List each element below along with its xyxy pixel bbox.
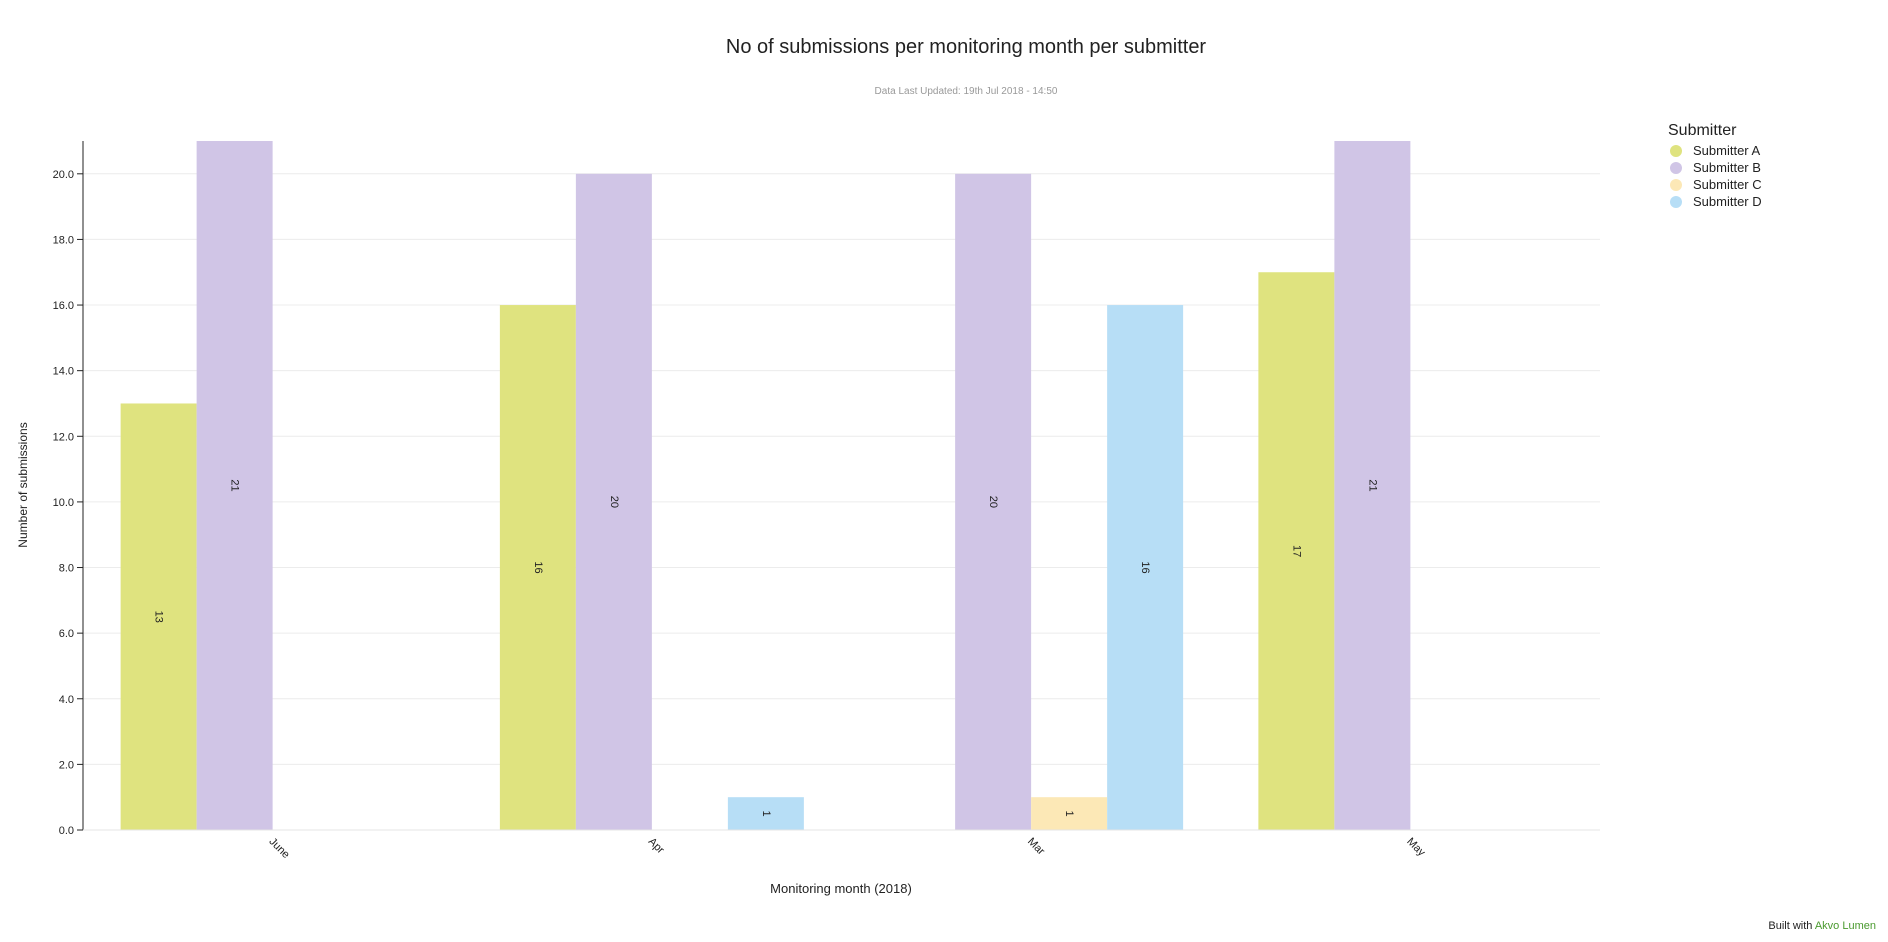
- x-axis-label: Monitoring month (2018): [770, 881, 912, 896]
- legend-item-submitter-b[interactable]: Submitter B: [1668, 159, 1762, 176]
- bar-value-label: 1: [1063, 811, 1075, 817]
- legend-swatch: [1670, 195, 1682, 208]
- bar-value-label: 20: [608, 496, 620, 508]
- y-tick-label: 8.0: [59, 563, 74, 575]
- chart-title: No of submissions per monitoring month p…: [725, 36, 1207, 58]
- bar: [1258, 272, 1335, 830]
- chart-subtitle: Data Last Updated: 19th Jul 2018 - 14:50: [874, 86, 1058, 97]
- legend-label: Submitter C: [1693, 177, 1762, 192]
- bar: [575, 173, 652, 831]
- bar-value-label: 17: [1290, 545, 1302, 557]
- bar-value-label: 13: [153, 611, 165, 623]
- bar-value-label: 16: [532, 561, 544, 573]
- legend-item-submitter-c[interactable]: Submitter C: [1668, 176, 1762, 193]
- y-tick-label: 0.0: [59, 825, 74, 837]
- x-tick-label: Apr: [646, 836, 667, 857]
- legend-swatch: [1670, 178, 1682, 191]
- y-tick-label: 16.0: [53, 300, 74, 312]
- y-tick-label: 6.0: [59, 628, 74, 640]
- y-tick-label: 14.0: [53, 366, 74, 378]
- footer-prefix: Built with: [1768, 920, 1813, 932]
- bar: [727, 797, 804, 830]
- legend-label: Submitter D: [1693, 194, 1762, 209]
- bar-value-label: 21: [229, 479, 241, 491]
- legend-label: Submitter B: [1693, 160, 1761, 175]
- legend-title: Submitter: [1668, 122, 1737, 139]
- legend-item-submitter-a[interactable]: Submitter A: [1668, 142, 1762, 159]
- x-tick-label: May: [1404, 836, 1428, 860]
- bar: [499, 305, 576, 830]
- bar-value-label: 1: [760, 811, 772, 817]
- bar: [955, 173, 1032, 831]
- bar: [1334, 141, 1411, 830]
- bar-value-label: 20: [987, 496, 999, 508]
- bar: [196, 141, 273, 830]
- y-tick-label: 4.0: [59, 694, 74, 706]
- akvo-lumen-link[interactable]: Akvo Lumen: [1814, 920, 1876, 932]
- y-tick-label: 20.0: [53, 169, 74, 181]
- x-tick-label: Mar: [1025, 836, 1047, 858]
- legend: Submitter Submitter A Submitter B Submit…: [1668, 122, 1762, 210]
- bar: [120, 403, 197, 830]
- legend-swatch: [1670, 161, 1682, 174]
- bar-value-label: 16: [1139, 561, 1151, 573]
- y-tick-label: 2.0: [59, 759, 74, 771]
- x-tick-label: June: [267, 836, 292, 861]
- footer: Built with Akvo Lumen: [1768, 920, 1876, 932]
- bar-value-label: 21: [1366, 479, 1378, 491]
- bar: [1031, 797, 1108, 830]
- y-tick-label: 12.0: [53, 431, 74, 443]
- y-tick-label: 10.0: [53, 497, 74, 509]
- y-tick-label: 18.0: [53, 234, 74, 246]
- bar: [1107, 305, 1184, 830]
- legend-swatch: [1670, 144, 1682, 157]
- y-axis-label: Number of submissions: [16, 422, 30, 547]
- bar-chart: 0.0 2.0 4.0 6.0 8.0 10.0 12.0 14.0 16.0 18.0 20.0 1…: [16, 141, 1600, 896]
- legend-label: Submitter A: [1693, 143, 1761, 158]
- legend-item-submitter-d[interactable]: Submitter D: [1668, 193, 1762, 210]
